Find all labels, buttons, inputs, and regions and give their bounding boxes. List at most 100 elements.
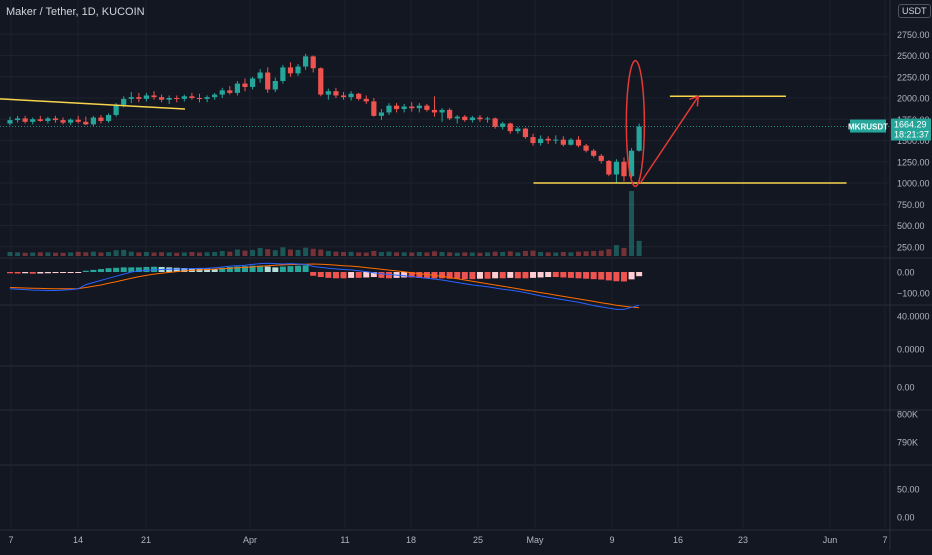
candle-body: [454, 116, 460, 119]
candle-body: [591, 150, 597, 156]
macd-histogram-bar: [219, 267, 226, 272]
volume-bar: [371, 250, 377, 256]
volume-bar: [242, 250, 248, 256]
candle-body: [159, 97, 165, 100]
y-tick-label: 2000.00: [897, 94, 930, 104]
macd-histogram-bar: [173, 267, 180, 272]
macd-histogram-bar: [628, 272, 635, 280]
macd-histogram-bar: [279, 266, 286, 272]
macd-histogram-bar: [408, 272, 415, 278]
arrow-head: [689, 95, 700, 107]
macd-histogram-bar: [332, 272, 339, 279]
volume-bar: [60, 252, 66, 256]
last-price-value: 1664.29: [894, 120, 927, 130]
candle-body: [500, 123, 506, 127]
macd-histogram-bar: [439, 272, 446, 279]
candle-body: [212, 94, 218, 98]
volume-bar: [303, 247, 309, 256]
volume-bar: [265, 249, 271, 256]
candle-body: [371, 101, 377, 116]
candle-body: [128, 97, 134, 99]
volume-bar: [477, 252, 483, 256]
volume-bar: [386, 251, 392, 256]
macd-histogram-bar: [514, 272, 521, 279]
candle-body: [340, 95, 347, 98]
signal-line: [9, 263, 640, 309]
macd-histogram-bar: [7, 272, 13, 274]
volume-bar: [431, 251, 437, 256]
candle-body: [136, 97, 142, 99]
volume-bar: [348, 251, 354, 256]
volume-bar: [98, 252, 104, 256]
candle-body: [219, 90, 225, 95]
x-tick-label: 23: [738, 535, 748, 545]
volume-bar: [310, 248, 316, 256]
macd-histogram-bar: [348, 272, 355, 278]
macd-histogram-bar: [484, 272, 491, 279]
macd-histogram-bar: [310, 272, 317, 276]
macd-histogram-bar: [401, 272, 408, 278]
candle-body: [606, 160, 612, 175]
currency-badge[interactable]: USDT: [898, 4, 931, 18]
volume-bar: [485, 252, 491, 256]
y-tick-label: 250.00: [897, 242, 925, 252]
macd-histogram-bar: [113, 267, 120, 272]
candle-body: [363, 98, 369, 102]
candle-body: [75, 119, 81, 122]
volume-bar: [219, 250, 225, 256]
candle-body: [325, 91, 331, 95]
candle-body: [447, 109, 453, 119]
macd-histogram-bar: [22, 272, 29, 274]
arrow-drawing: [639, 95, 699, 184]
candle-body: [272, 81, 278, 90]
x-tick-label: 7: [882, 535, 887, 545]
chart-title: Maker / Tether, 1D, KUCOIN: [6, 6, 145, 18]
macd-histogram-bar: [234, 266, 241, 272]
candle-body: [60, 120, 66, 123]
pane-0-label: 40.0000: [897, 312, 930, 322]
macd-histogram-bar: [583, 272, 590, 279]
macd-histogram-bar: [560, 272, 567, 278]
macd-histogram-bar: [128, 267, 135, 272]
candle-body: [378, 112, 385, 116]
candle-body: [575, 139, 582, 146]
pane-2-label: 800K: [897, 410, 918, 420]
candle-body: [621, 161, 627, 177]
volume-bar: [287, 249, 293, 256]
pane-0-label: 0.0000: [897, 345, 925, 355]
macd-histogram-bar: [272, 267, 279, 272]
candle-body: [356, 93, 362, 99]
macd-histogram-bar: [598, 272, 605, 280]
candle-body: [287, 67, 294, 74]
macd-histogram-bar: [257, 265, 264, 272]
volume-bar: [545, 252, 551, 256]
x-tick-label: 14: [73, 535, 83, 545]
volume-bar: [583, 251, 589, 256]
volume-bar: [151, 252, 157, 256]
macd-histogram-bar: [211, 269, 218, 272]
volume-bar: [143, 252, 149, 256]
candle-body: [249, 78, 256, 87]
volume-bar: [106, 252, 112, 256]
macd-histogram-bar: [60, 272, 67, 273]
ellipse-drawing: [625, 59, 646, 188]
volume-bar: [416, 252, 422, 256]
macd-histogram-bar: [575, 272, 582, 279]
candle-body: [416, 105, 422, 109]
macd-histogram-bar: [552, 272, 559, 278]
macd-histogram-bar: [75, 272, 82, 273]
symbol-label: MKRUSDT: [848, 123, 888, 132]
volume-bar: [560, 252, 566, 256]
y-tick-label: 1500.00: [897, 136, 930, 146]
macd-histogram-bar: [44, 272, 51, 274]
macd-histogram-bar: [325, 272, 332, 278]
macd-histogram-bar: [143, 266, 150, 272]
volume-bar: [136, 252, 142, 256]
volume-bar: [234, 249, 240, 256]
candle-body: [348, 93, 354, 98]
volume-bar: [462, 252, 468, 256]
macd-histogram-bar: [97, 269, 104, 272]
macd-tick-label: 0.00: [897, 268, 915, 278]
